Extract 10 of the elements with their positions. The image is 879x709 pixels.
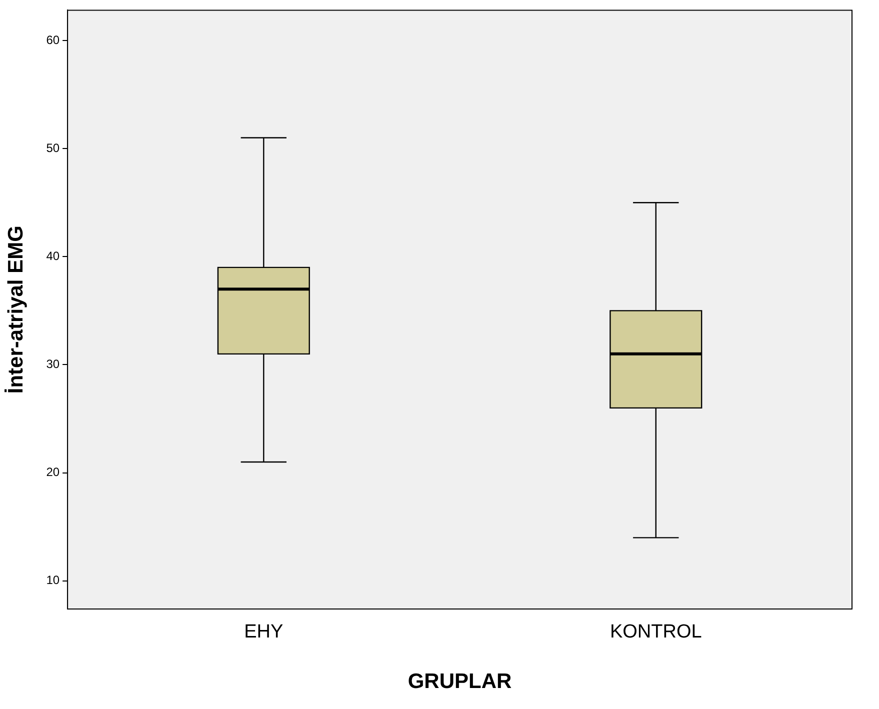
y-tick-label: 60 — [46, 32, 60, 47]
y-tick-label: 40 — [46, 248, 60, 263]
y-tick-label: 50 — [46, 140, 60, 155]
y-tick-label: 20 — [46, 465, 60, 480]
x-axis-title: GRUPLAR — [408, 670, 512, 694]
y-tick-label: 30 — [46, 357, 60, 372]
x-tick-label: KONTROL — [610, 622, 702, 643]
y-tick-label: 10 — [46, 573, 60, 588]
x-tick-label: EHY — [244, 622, 284, 643]
y-axis-title: İnter-atriyal EMG — [4, 226, 28, 394]
